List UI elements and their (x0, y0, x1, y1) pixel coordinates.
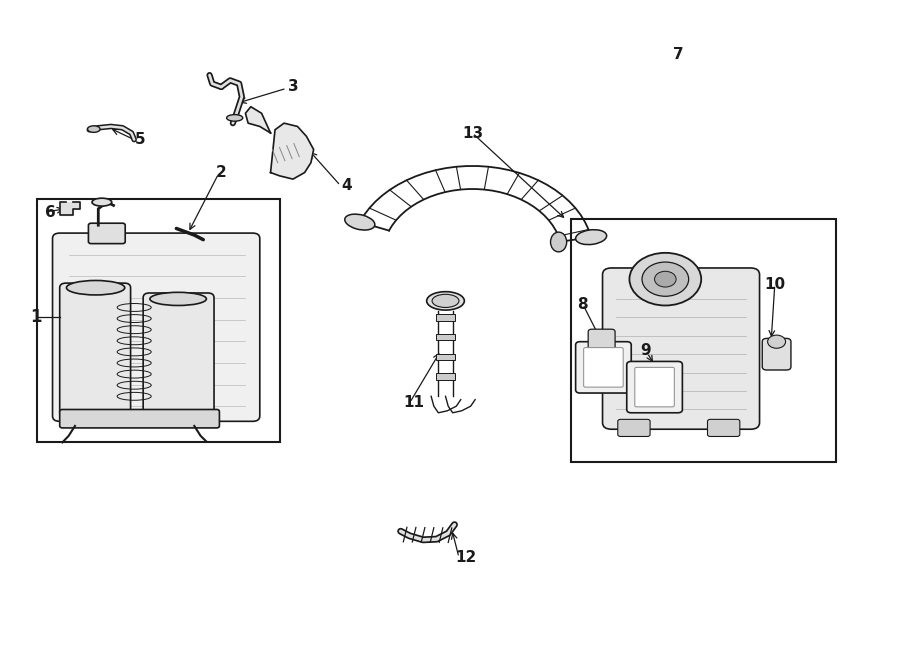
FancyBboxPatch shape (584, 348, 623, 387)
FancyBboxPatch shape (707, 419, 740, 436)
FancyBboxPatch shape (143, 293, 214, 417)
Circle shape (629, 253, 701, 305)
Text: 12: 12 (455, 550, 477, 565)
Ellipse shape (576, 229, 607, 245)
FancyBboxPatch shape (88, 223, 125, 244)
FancyBboxPatch shape (59, 283, 130, 417)
FancyBboxPatch shape (59, 409, 220, 428)
FancyBboxPatch shape (626, 362, 682, 412)
Ellipse shape (67, 280, 125, 295)
Circle shape (654, 271, 676, 287)
Circle shape (642, 262, 688, 296)
Text: 4: 4 (341, 178, 352, 193)
Text: 3: 3 (288, 79, 298, 95)
FancyBboxPatch shape (576, 342, 631, 393)
Polygon shape (59, 202, 80, 215)
FancyBboxPatch shape (589, 329, 615, 353)
Text: 1: 1 (30, 308, 41, 327)
FancyBboxPatch shape (762, 338, 791, 370)
FancyBboxPatch shape (634, 368, 674, 407)
Ellipse shape (92, 198, 112, 206)
Ellipse shape (427, 292, 464, 310)
Bar (572, 219, 836, 462)
Polygon shape (246, 106, 271, 133)
Text: 5: 5 (135, 132, 146, 147)
Ellipse shape (432, 294, 459, 307)
Bar (436, 314, 455, 321)
Text: 7: 7 (673, 46, 684, 61)
Ellipse shape (87, 126, 100, 132)
Bar (436, 354, 455, 360)
FancyBboxPatch shape (617, 419, 650, 436)
Text: 11: 11 (403, 395, 425, 410)
FancyBboxPatch shape (589, 356, 615, 379)
FancyBboxPatch shape (52, 233, 260, 421)
Ellipse shape (150, 292, 206, 305)
Text: 13: 13 (462, 126, 483, 141)
Text: 8: 8 (578, 297, 588, 312)
Polygon shape (271, 123, 313, 179)
Text: 6: 6 (45, 204, 56, 219)
Ellipse shape (227, 114, 243, 121)
FancyBboxPatch shape (602, 268, 760, 429)
Ellipse shape (345, 214, 375, 230)
Text: 9: 9 (640, 343, 651, 358)
Circle shape (768, 335, 786, 348)
Bar (37, 199, 280, 442)
Text: 2: 2 (216, 165, 227, 180)
Text: 10: 10 (764, 277, 786, 292)
Bar (436, 373, 455, 380)
Ellipse shape (551, 232, 567, 252)
Bar (436, 334, 455, 340)
